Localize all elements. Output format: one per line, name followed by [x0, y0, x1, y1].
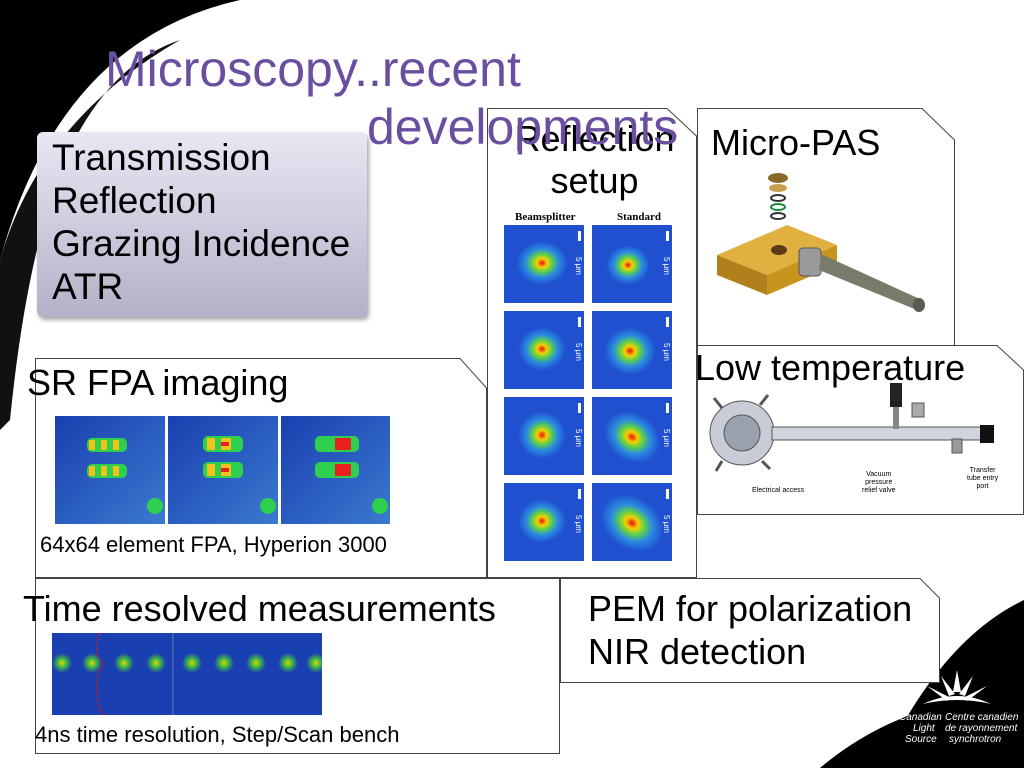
scale-bar-label: 5 μm — [574, 343, 583, 361]
sr-fpa-panel: SR FPA imaging 64x64 element FPA, Hyp — [27, 358, 487, 578]
method-transmission: Transmission — [52, 137, 271, 178]
logo-fr-1: Centre canadien — [945, 712, 1019, 723]
cls-logo-mark — [923, 670, 991, 704]
scale-bar-label: 5 μm — [574, 429, 583, 447]
pem-panel: PEM for polarization NIR detection — [560, 578, 940, 683]
method-grazing-incidence: Grazing Incidence — [52, 223, 351, 264]
reflection-images: 5 μm 5 μm 5 μm 5 μm 5 μm 5 μm 5 μm 5 μm — [504, 225, 672, 561]
logo-fr-3: synchrotron — [949, 734, 1002, 745]
micropas-panel: Micro-PAS — [697, 108, 955, 348]
vacuum-relief-label: Vacuum pressure relief valve — [862, 471, 896, 494]
transfer-port-label: Transfer tube entry port — [967, 467, 999, 490]
logo-fr-2: de rayonnement — [945, 723, 1018, 734]
scale-bar-label: 5 μm — [574, 515, 583, 533]
time-resolved-caption: 4ns time resolution, Step/Scan bench — [35, 722, 400, 747]
cls-logo: Canadian Light Source Centre canadien de… — [899, 668, 1018, 758]
micropas-title: Micro-PAS — [711, 122, 881, 163]
micropas-cell-illustration — [717, 173, 925, 312]
logo-en-2: Light — [913, 723, 935, 734]
sr-fpa-title: SR FPA imaging — [27, 362, 289, 403]
pem-line-1: PEM for polarization — [588, 588, 913, 629]
electrical-access-label: Electrical access — [752, 487, 805, 494]
scale-bar-label: 5 μm — [662, 515, 671, 533]
reflection-setup-panel: Reflection setup Beamsplitter Standard — [487, 108, 697, 578]
time-resolved-title: Time resolved measurements — [23, 588, 496, 629]
logo-en-1: Canadian — [899, 712, 942, 723]
scale-bar-label: 5 μm — [574, 257, 583, 275]
scale-bar-label: 5 μm — [662, 257, 671, 275]
low-temperature-title: Low temperature — [695, 347, 966, 388]
pem-line-2: NIR detection — [588, 631, 807, 672]
scale-bar-label: 5 μm — [662, 343, 671, 361]
time-resolved-panel: Time resolved measurements 4ns time reso… — [23, 578, 560, 754]
methods-box: Transmission Reflection Grazing Incidenc… — [37, 132, 367, 317]
method-atr: ATR — [52, 266, 124, 307]
standard-label: Standard — [617, 211, 662, 223]
time-resolved-image — [52, 633, 322, 715]
reflection-title-line-2: setup — [550, 160, 639, 201]
reflection-title-line-1: Reflection — [514, 118, 675, 159]
title-line-1: Microscopy..recent — [105, 41, 521, 97]
slide-title: Microscopy..recent developments — [105, 40, 745, 156]
low-temperature-panel: Low temperature Electrical access Vacuum… — [695, 345, 1024, 515]
method-reflection: Reflection — [52, 180, 217, 221]
fpa-caption: 64x64 element FPA, Hyperion 3000 — [40, 532, 387, 557]
title-line-2: developments — [367, 99, 679, 155]
logo-en-3: Source — [905, 734, 937, 745]
cryostat-illustration — [709, 383, 994, 472]
fpa-images — [55, 416, 390, 524]
beamsplitter-label: Beamsplitter — [515, 211, 576, 223]
scale-bar-label: 5 μm — [662, 429, 671, 447]
